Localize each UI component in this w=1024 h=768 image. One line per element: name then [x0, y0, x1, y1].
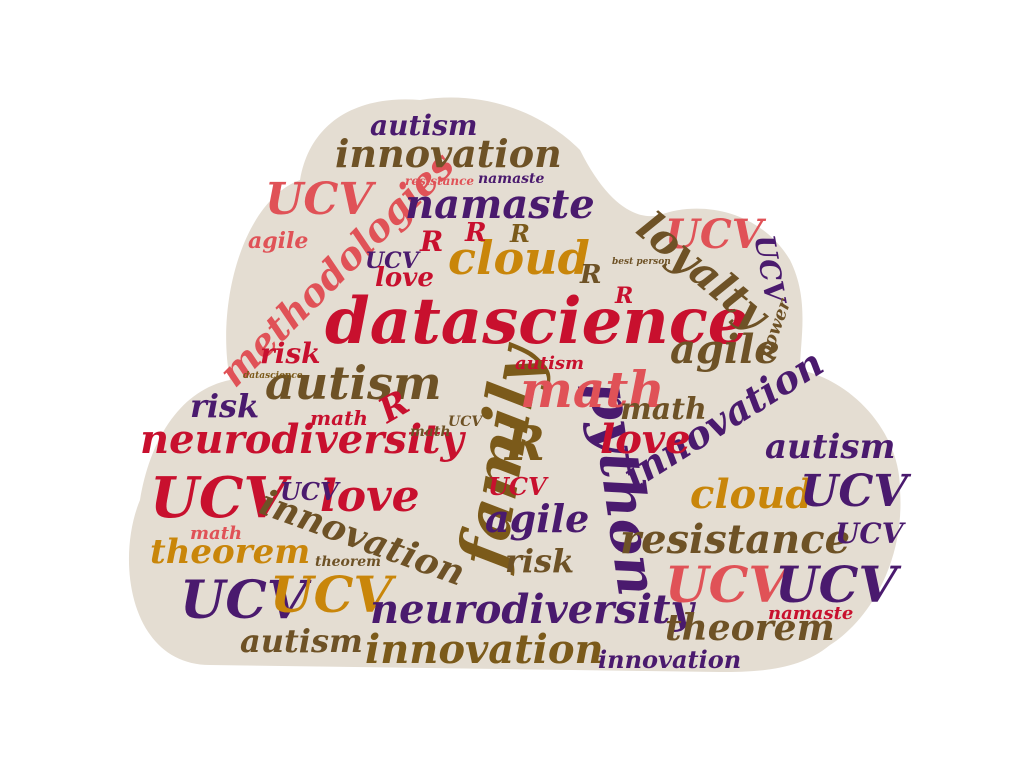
word-ucv: UCV: [775, 555, 898, 614]
word-autism: autism: [370, 109, 478, 142]
word-theorem: theorem: [150, 532, 311, 572]
word-math: math: [310, 406, 368, 430]
word-innovation: innovation: [335, 131, 562, 176]
word-ucv: UCV: [835, 517, 904, 550]
word-namaste: namaste: [405, 181, 595, 228]
word-autism: autism: [765, 427, 896, 467]
word-resistance: resistance: [620, 516, 851, 563]
word-autism: autism: [515, 353, 585, 374]
word-math: math: [190, 523, 243, 544]
word-ucv: UCV: [365, 248, 419, 274]
word-ucv: UCV: [665, 555, 788, 614]
word-ucv: UCV: [800, 466, 908, 517]
word-r: R: [420, 225, 444, 258]
word-r: R: [465, 218, 487, 248]
word-datascience: datascience: [325, 284, 749, 359]
word-love: love: [600, 416, 691, 463]
word-ucv: UCV: [180, 570, 308, 631]
word-agile: agile: [670, 326, 780, 373]
word-best-person: best person: [612, 257, 671, 267]
word-love: love: [375, 263, 434, 293]
word-neurodiversity: neurodiversity: [370, 586, 694, 633]
word-risk: risk: [505, 542, 575, 580]
word-risk: risk: [260, 337, 321, 370]
word-love: love: [320, 471, 420, 522]
word-agile: agile: [485, 496, 590, 541]
word-innovation: innovation: [365, 626, 604, 673]
word-ucv: UCV: [265, 174, 373, 225]
word-ucv: UCV: [150, 465, 287, 531]
word-ucv: UCV: [488, 472, 547, 501]
word-innovation: innovation: [598, 645, 742, 674]
word-r: R: [510, 219, 530, 248]
word-theorem: theorem: [315, 554, 381, 570]
word-datascience: datascience: [243, 371, 303, 381]
word-ucv: UCV: [665, 211, 763, 258]
word-agile: agile: [248, 228, 309, 254]
word-resistance: resistance: [405, 174, 475, 188]
word-math: math: [410, 424, 451, 440]
word-namaste: namaste: [768, 603, 854, 624]
word-r: R: [615, 283, 634, 309]
word-cloud: cloud: [448, 231, 590, 285]
word-math: math: [520, 360, 665, 419]
word-ucv: UCV: [270, 565, 393, 624]
word-ucv: UCV: [448, 414, 483, 430]
word-r: R: [580, 260, 602, 290]
word-theorem: theorem: [665, 607, 835, 649]
word-cloud: cloud: [690, 471, 814, 518]
word-namaste: namaste: [478, 171, 545, 187]
word-math: math: [620, 392, 707, 427]
word-r: R: [505, 416, 545, 472]
word-autism: autism: [240, 622, 363, 660]
word-autism: autism: [265, 356, 442, 410]
word-ucv: UCV: [280, 477, 339, 506]
word-neurodiversity: neurodiversity: [140, 416, 464, 463]
word-risk: risk: [190, 387, 260, 425]
